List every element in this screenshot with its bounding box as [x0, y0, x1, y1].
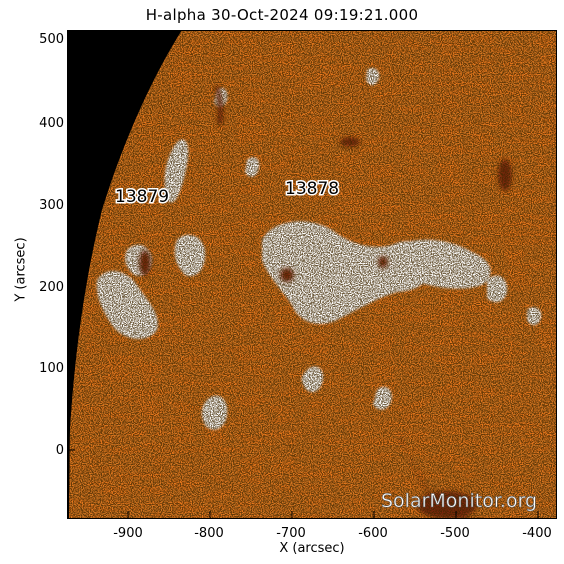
x-tick-label: -900	[113, 526, 143, 541]
axis-ticks	[67, 38, 539, 519]
plot-frame	[67, 30, 557, 519]
y-tick-label: 200	[39, 280, 64, 295]
y-tick-label: 100	[39, 361, 64, 376]
halpha-solar-image: 13879 13878 SolarMonitor.org	[67, 30, 557, 519]
x-tick-label: -500	[440, 526, 470, 541]
x-tick-label: -700	[276, 526, 306, 541]
x-axis-label: X (arcsec)	[279, 541, 345, 556]
x-tick-label: -600	[358, 526, 388, 541]
y-tick-label: 500	[39, 32, 64, 47]
active-region-label: 13879	[115, 187, 169, 207]
y-axis-label: Y (arcsec)	[13, 237, 29, 302]
y-tick-label: 300	[39, 198, 64, 213]
x-tick-label: -800	[194, 526, 224, 541]
y-tick-label: 0	[55, 443, 64, 458]
y-tick-label: 400	[39, 116, 64, 131]
watermark: SolarMonitor.org	[381, 490, 537, 512]
active-region-label: 13878	[285, 179, 339, 199]
solar-disk	[69, 30, 557, 519]
x-tick-label: -400	[522, 526, 552, 541]
image-title: H-alpha 30-Oct-2024 09:19:21.000	[145, 6, 419, 24]
